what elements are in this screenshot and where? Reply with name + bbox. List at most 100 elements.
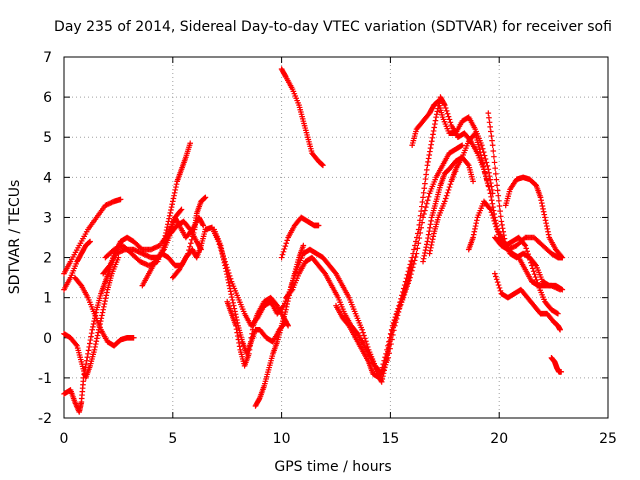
interpolated-point	[101, 301, 108, 307]
interpolated-point	[269, 353, 276, 359]
series-track-27	[452, 168, 459, 175]
interpolated-point	[163, 227, 170, 233]
interpolated-point	[84, 354, 91, 361]
interpolated-point	[248, 338, 254, 345]
interpolated-point	[432, 121, 438, 127]
interpolated-point	[91, 349, 97, 355]
interpolated-point	[188, 240, 194, 247]
interpolated-point	[321, 269, 327, 276]
interpolated-point	[295, 257, 302, 263]
interpolated-point	[320, 268, 327, 275]
interpolated-point	[81, 245, 88, 251]
interpolated-point	[491, 159, 498, 166]
interpolated-point	[87, 340, 93, 347]
interpolated-point	[397, 299, 403, 306]
interpolated-point	[433, 111, 440, 118]
interpolated-point	[90, 324, 96, 330]
data-point	[161, 238, 167, 245]
interpolated-point	[414, 245, 421, 252]
interpolated-point	[472, 226, 478, 232]
interpolated-point	[189, 233, 196, 240]
interpolated-point	[164, 224, 171, 230]
interpolated-point	[75, 245, 81, 251]
interpolated-point	[163, 230, 169, 236]
data-point	[452, 168, 459, 175]
interpolated-point	[482, 156, 489, 162]
interpolated-point	[90, 321, 97, 327]
interpolated-point	[219, 251, 226, 257]
interpolated-point	[254, 312, 260, 319]
interpolated-point	[175, 221, 182, 228]
interpolated-point	[487, 124, 493, 130]
data-point	[383, 351, 389, 357]
interpolated-point	[548, 316, 555, 323]
interpolated-point	[234, 329, 240, 336]
interpolated-point	[173, 181, 180, 188]
x-tick-label: 15	[381, 431, 399, 447]
interpolated-point	[287, 289, 294, 295]
interpolated-point	[386, 338, 392, 345]
series-track-22	[485, 110, 563, 293]
data-point	[230, 302, 237, 309]
interpolated-point	[425, 231, 432, 238]
data-point	[415, 226, 422, 233]
interpolated-point	[496, 285, 503, 291]
interpolated-point	[429, 236, 436, 243]
interpolated-point	[145, 272, 151, 279]
interpolated-point	[186, 142, 193, 149]
data-point	[170, 198, 176, 205]
interpolated-point	[499, 225, 506, 232]
interpolated-point	[105, 263, 112, 270]
series-track-05	[72, 274, 137, 349]
interpolated-point	[351, 308, 358, 315]
interpolated-point	[282, 73, 289, 79]
interpolated-point	[496, 203, 503, 209]
interpolated-point	[168, 207, 174, 213]
interpolated-point	[255, 397, 262, 404]
interpolated-point	[421, 253, 428, 259]
interpolated-point	[391, 317, 398, 323]
interpolated-point	[427, 145, 434, 151]
interpolated-point	[379, 376, 386, 382]
interpolated-point	[521, 235, 527, 242]
interpolated-point	[540, 208, 547, 215]
interpolated-point	[442, 195, 449, 202]
interpolated-point	[344, 320, 350, 327]
interpolated-point	[114, 257, 121, 263]
interpolated-point	[381, 357, 387, 364]
interpolated-point	[478, 155, 485, 161]
interpolated-point	[172, 187, 179, 193]
interpolated-point	[423, 171, 429, 178]
interpolated-point	[358, 324, 364, 331]
interpolated-point	[405, 268, 412, 275]
interpolated-point	[430, 131, 436, 138]
interpolated-point	[232, 321, 239, 327]
interpolated-point	[228, 309, 234, 315]
data-point	[498, 218, 505, 225]
interpolated-point	[224, 271, 230, 277]
data-point	[489, 190, 496, 197]
interpolated-point	[168, 204, 175, 210]
interpolated-point	[469, 236, 476, 243]
data-point	[428, 138, 435, 145]
interpolated-point	[171, 190, 178, 196]
interpolated-point	[265, 369, 271, 375]
interpolated-point	[394, 308, 401, 315]
interpolated-point	[272, 300, 279, 307]
data-point	[433, 114, 439, 120]
interpolated-point	[86, 344, 92, 350]
interpolated-point	[424, 197, 431, 204]
interpolated-point	[166, 228, 173, 235]
interpolated-point	[83, 228, 90, 235]
interpolated-point	[489, 200, 496, 207]
interpolated-point	[488, 133, 495, 139]
interpolated-point	[479, 157, 485, 164]
interpolated-point	[247, 343, 254, 349]
series-track-26	[548, 355, 565, 375]
x-tick-label: 20	[490, 431, 508, 447]
interpolated-point	[81, 371, 88, 378]
interpolated-point	[417, 212, 424, 219]
interpolated-point	[545, 228, 551, 235]
interpolated-point	[506, 188, 513, 195]
interpolated-point	[428, 141, 434, 148]
